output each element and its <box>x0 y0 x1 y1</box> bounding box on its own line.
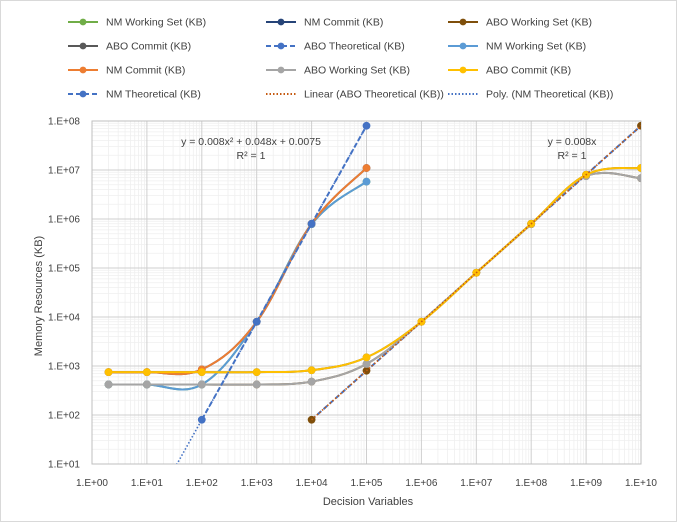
data-point <box>252 380 261 389</box>
data-point <box>362 164 371 172</box>
legend-item-nm-commit-kb: NM Commit (KB) <box>266 17 383 29</box>
x-tick-label: 1.E+06 <box>405 478 437 489</box>
x-tick-label: 1.E+02 <box>186 478 218 489</box>
legend-label: NM Working Set (KB) <box>486 41 586 53</box>
x-tick-label: 1.E+00 <box>76 478 108 489</box>
annotation-poly-equation: y = 0.008x² + 0.048x + 0.0075 <box>181 136 321 148</box>
legend-swatch-marker <box>79 66 87 74</box>
y-tick-label: 1.E+06 <box>48 215 80 226</box>
x-axis-title: Decision Variables <box>323 496 414 508</box>
legend-label: NM Working Set (KB) <box>106 17 206 29</box>
x-tick-label: 1.E+03 <box>241 478 273 489</box>
x-tick-label: 1.E+01 <box>131 478 163 489</box>
x-tick-label: 1.E+07 <box>460 478 492 489</box>
plot-area-border <box>91 120 642 465</box>
legend-item-nm-working-set-kb: NM Working Set (KB) <box>448 41 586 53</box>
legend-swatch-marker <box>79 18 87 26</box>
series-abo-commit-kb <box>104 164 641 377</box>
x-tick-label: 1.E+08 <box>515 478 547 489</box>
legend-swatch-marker <box>79 42 87 50</box>
data-point <box>252 317 261 326</box>
legend-item-nm-working-set-kb: NM Working Set (KB) <box>68 17 206 29</box>
legend-label: NM Theoretical (KB) <box>106 89 201 101</box>
legend-label: ABO Commit (KB) <box>106 41 191 53</box>
data-point <box>307 219 316 228</box>
x-tick-label: 1.E+05 <box>351 478 383 489</box>
gridlines <box>91 120 642 465</box>
plot-series <box>104 121 641 464</box>
x-tick-label: 1.E+04 <box>296 478 328 489</box>
y-tick-label: 1.E+04 <box>48 313 80 324</box>
data-point <box>362 353 371 362</box>
y-axis-title: Memory Resources (KB) <box>33 236 45 356</box>
annotation-linear-r2: R² = 1 <box>558 150 587 162</box>
y-tick-label: 1.E+08 <box>48 117 80 128</box>
legend-swatch-marker <box>277 42 285 50</box>
legend-item-linear-abo-theoretical-kb: Linear (ABO Theoretical (KB)) <box>266 89 444 101</box>
legend-item-abo-commit-kb: ABO Commit (KB) <box>68 41 191 53</box>
legend-label: NM Commit (KB) <box>106 65 185 77</box>
data-point <box>104 368 113 377</box>
series-line <box>108 166 641 374</box>
legend-label: ABO Working Set (KB) <box>304 65 410 77</box>
legend-item-abo-theoretical-kb: ABO Theoretical (KB) <box>266 41 405 53</box>
legend-label: ABO Working Set (KB) <box>486 17 592 29</box>
y-tick-label: 1.E+07 <box>48 166 80 177</box>
axes: 1.E+00 1.E+01 1.E+02 1.E+03 1.E+04 1.E+05 1.E+… <box>48 117 657 490</box>
legend-label: ABO Commit (KB) <box>486 65 571 77</box>
series-poly-nm-theoretical-kb <box>176 125 368 464</box>
legend-item-abo-commit-kb: ABO Commit (KB) <box>448 65 571 77</box>
data-point <box>143 368 151 377</box>
legend-item-abo-working-set-kb: ABO Working Set (KB) <box>448 17 592 29</box>
legend: NM Working Set (KB) NM Commit (KB) ABO Wor… <box>68 17 613 101</box>
legend-swatch-marker <box>459 42 467 50</box>
x-tick-label: 1.E+09 <box>570 478 602 489</box>
data-point <box>307 377 316 386</box>
annotation-poly-r2: R² = 1 <box>237 150 266 162</box>
legend-label: NM Commit (KB) <box>304 17 383 29</box>
data-point <box>637 164 641 172</box>
legend-item-poly-nm-theoretical-kb: Poly. (NM Theoretical (KB)) <box>448 89 613 101</box>
data-point <box>362 360 371 368</box>
data-point <box>143 380 151 389</box>
y-tick-label: 1.E+03 <box>48 362 80 373</box>
series-linear-abo-theoretical-kb <box>311 125 641 421</box>
legend-swatch-marker <box>277 66 285 74</box>
legend-item-nm-commit-kb: NM Commit (KB) <box>68 65 185 77</box>
annotation-linear-equation: y = 0.008x <box>548 136 597 148</box>
y-tick-label: 1.E+01 <box>48 460 80 471</box>
legend-swatch-marker <box>459 66 467 74</box>
legend-swatch-marker <box>79 90 87 98</box>
legend-label: ABO Theoretical (KB) <box>304 41 405 53</box>
data-point <box>197 415 206 424</box>
legend-swatch-marker <box>277 18 285 26</box>
data-point <box>307 366 316 375</box>
legend-item-nm-theoretical-kb: NM Theoretical (KB) <box>68 89 201 101</box>
legend-item-abo-working-set-kb: ABO Working Set (KB) <box>266 65 410 77</box>
y-tick-label: 1.E+02 <box>48 411 80 422</box>
legend-swatch-marker <box>459 18 467 26</box>
series-line <box>176 125 368 464</box>
data-point <box>197 380 206 389</box>
data-point <box>362 121 371 130</box>
series-line <box>311 125 641 421</box>
data-point <box>104 380 113 389</box>
legend-label: Linear (ABO Theoretical (KB)) <box>304 89 444 101</box>
data-point <box>362 177 371 186</box>
legend-label: Poly. (NM Theoretical (KB)) <box>486 89 613 101</box>
y-tick-label: 1.E+05 <box>48 264 80 275</box>
data-point <box>252 368 261 377</box>
x-tick-label: 1.E+10 <box>625 478 657 489</box>
data-point <box>197 368 206 377</box>
data-point <box>637 174 641 183</box>
